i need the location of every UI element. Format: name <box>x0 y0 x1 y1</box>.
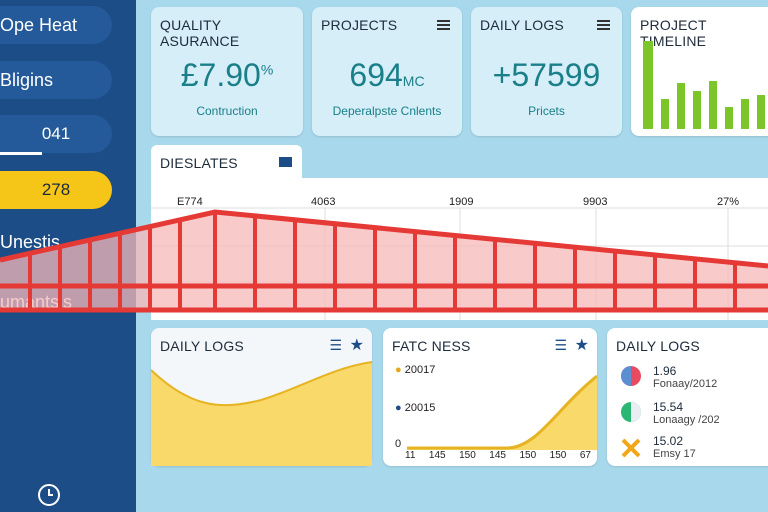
x-label: 150 <box>519 450 537 461</box>
timeline-bars <box>643 41 765 129</box>
x-label: 67 <box>579 450 591 461</box>
legend-item: ● 20015 <box>395 402 436 414</box>
column-label: E774 <box>177 196 203 208</box>
caption: Pricets <box>528 104 565 118</box>
nav-item[interactable]: 278 <box>0 171 112 209</box>
column-label: 27% <box>717 196 740 208</box>
underline <box>0 152 42 155</box>
column-label: 4063 <box>311 196 336 208</box>
panel-title: DIESLATES <box>160 155 238 171</box>
nav-item[interactable]: Ope Heat <box>0 6 112 44</box>
card-title: DAILY LOGS <box>616 338 700 354</box>
x-label: 150 <box>549 450 567 461</box>
x-label: 145 <box>489 450 506 461</box>
grid-bridge <box>0 207 768 320</box>
entry-label: Emsy 17 <box>653 448 696 460</box>
x-label: 11 <box>405 450 416 461</box>
entry-icons <box>621 366 641 458</box>
kpi-card: DAILY LOGS +57599 Pricets <box>471 7 622 136</box>
list-icon[interactable]: ☰ <box>554 337 567 353</box>
nav-item[interactable]: Unestis <box>0 232 61 252</box>
entry-value: 15.02 <box>653 434 684 448</box>
legend-label: 20015 <box>404 402 436 414</box>
kpi-value: +57599 <box>492 57 601 93</box>
legend-label: 20017 <box>404 364 436 376</box>
caption: Deperalpste Cnlents <box>332 104 442 118</box>
chart-card: DAILY LOGS ☰ ★ <box>151 328 372 466</box>
kpi-card: PROJECTS 694MC Deperalpste Cnlents <box>312 7 462 136</box>
column-label: 1909 <box>449 196 474 208</box>
card-title: DAILY LOGS <box>480 17 564 33</box>
tab-icon <box>279 157 292 167</box>
menu-icon[interactable] <box>597 20 610 30</box>
entry-label: Fonaay/2012 <box>653 378 718 390</box>
value: 694 <box>349 57 403 93</box>
area-chart <box>151 361 372 466</box>
kpi-card: QUALITY ASURANCE £7.90% Contruction <box>151 7 303 136</box>
card-title: DAILY LOGS <box>160 338 244 354</box>
entry-value: 15.54 <box>653 400 684 414</box>
nav-item[interactable]: Bligins <box>0 61 112 99</box>
badge-icon[interactable]: ★ <box>574 337 589 354</box>
card-title: PROJECT TIMELINE <box>640 17 707 49</box>
list-icon[interactable]: ☰ <box>329 337 342 353</box>
card-title: FATC NESS <box>392 338 471 354</box>
x-label: 145 <box>428 450 446 461</box>
column-label: 9903 <box>583 196 608 208</box>
area-chart <box>407 374 597 450</box>
entry-value: 1.96 <box>653 364 677 378</box>
card-title: PROJECTS <box>321 17 398 33</box>
x-label: 150 <box>459 450 476 461</box>
timeline-card: PROJECT TIMELINE <box>631 7 768 136</box>
chart-card: FATC NESS ☰ ★ ● 20017 ● 20015 0 11 145 1… <box>383 328 597 466</box>
axis-label: 0 <box>395 438 402 450</box>
menu-icon[interactable] <box>437 20 450 30</box>
card-title: QUALITY ASURANCE <box>160 17 240 49</box>
kpi-value: £7.90% <box>151 57 303 94</box>
list-card: DAILY LOGS 1.96 Fonaay/2012 15.54 Lonaag… <box>607 328 768 466</box>
badge-icon[interactable]: ★ <box>349 337 364 354</box>
legend-item: ● 20017 <box>395 364 436 376</box>
unit: MC <box>402 73 425 89</box>
nav-item[interactable]: 041 <box>0 115 112 153</box>
value: £7.90 <box>180 57 261 93</box>
unit: % <box>260 61 274 78</box>
clock-icon[interactable] <box>36 482 62 508</box>
tab[interactable]: DIESLATES <box>151 145 302 181</box>
x-labels: 11 145 150 145 150 150 67 <box>405 450 591 461</box>
kpi-value: 694MC <box>312 57 462 94</box>
entry-label: Lonaagy /202 <box>653 414 720 426</box>
caption: Contruction <box>196 104 258 118</box>
